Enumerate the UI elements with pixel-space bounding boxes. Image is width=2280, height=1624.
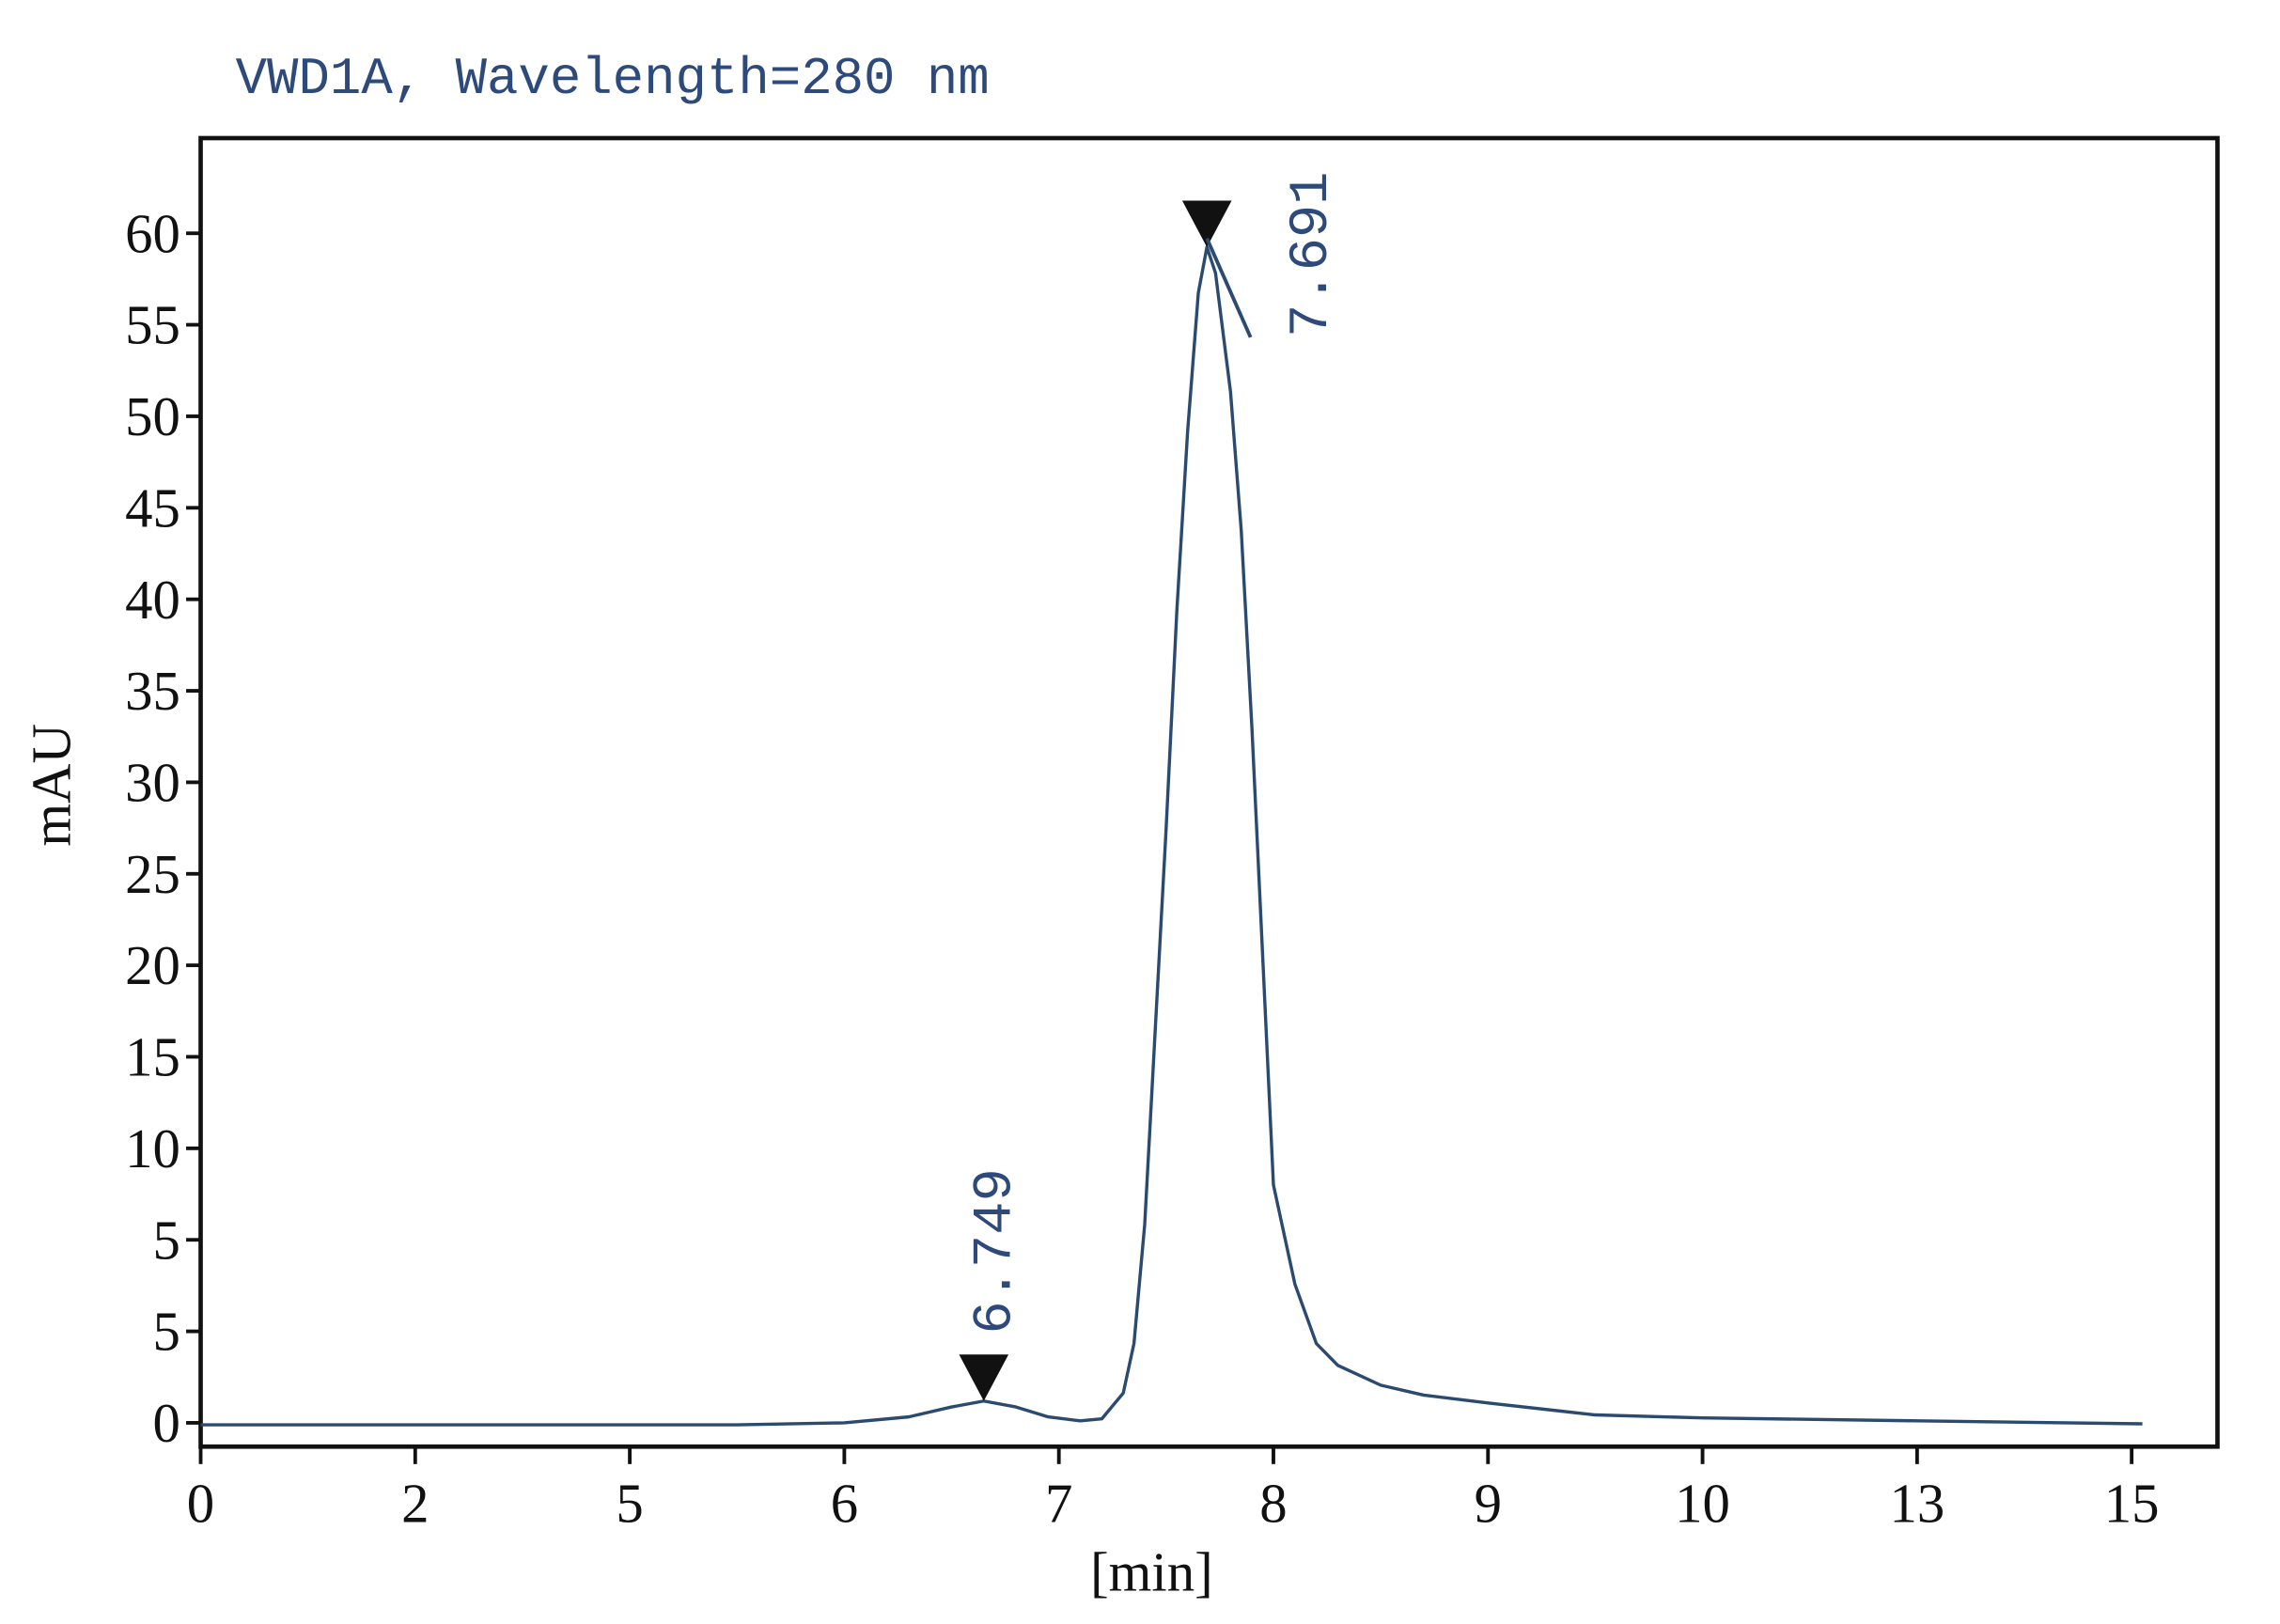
signal-line [200, 245, 2143, 1427]
x-tick-label: 8 [1259, 1474, 1287, 1535]
y-tick-label: 30 [125, 753, 180, 814]
y-tick-label: 20 [125, 935, 180, 996]
y-tick-label: 50 [125, 386, 180, 447]
x-tick-label: 5 [616, 1474, 643, 1535]
peak-label: 7.691 [1280, 172, 1343, 337]
x-tick-label: 15 [2104, 1474, 2160, 1535]
x-tick-label: 9 [1475, 1474, 1502, 1535]
y-tick-label: 0 [152, 1393, 180, 1454]
y-tick-label: 15 [125, 1027, 180, 1088]
chart-title: VWD1A, Wavelength=280 nm [236, 50, 990, 109]
y-tick-label: 5 [152, 1302, 180, 1363]
y-tick-label: 55 [125, 295, 180, 356]
y-tick-label: 45 [125, 477, 180, 539]
y-tick-label: 10 [125, 1118, 180, 1179]
peak-label: 6.749 [964, 1168, 1027, 1334]
peak-leader [1205, 237, 1253, 338]
y-axis-label: mAU [21, 724, 82, 847]
x-tick-label: 2 [401, 1474, 429, 1535]
plot-frame [198, 135, 2220, 1449]
x-tick-label: 6 [831, 1474, 858, 1535]
x-tick-label: 7 [1045, 1474, 1072, 1535]
peak-marker [1181, 200, 1232, 247]
y-tick-label: 40 [125, 570, 180, 631]
y-tick-label: 25 [125, 844, 180, 905]
y-tick-label: 35 [125, 661, 180, 722]
x-tick-label: 10 [1675, 1474, 1730, 1535]
x-tick-label: 13 [1889, 1474, 1944, 1535]
y-tick-label: 60 [125, 203, 180, 264]
peak-marker [959, 1354, 1009, 1401]
y-tick-label: 5 [152, 1210, 180, 1271]
x-tick-label: 0 [187, 1474, 214, 1535]
x-axis-label: [min] [1090, 1541, 1213, 1602]
